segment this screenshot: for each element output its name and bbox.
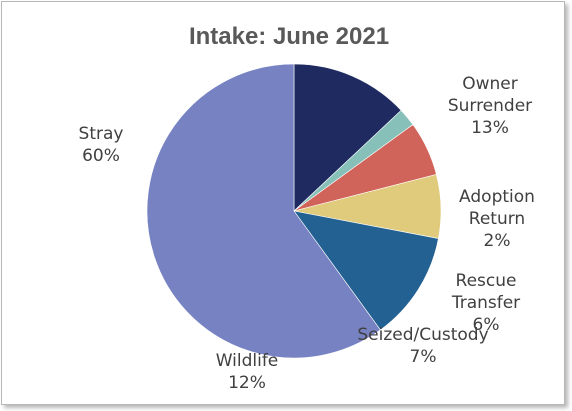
slice-label-owner-surrender: Owner Surrender 13%: [448, 74, 532, 138]
chart-frame: Intake: June 2021 Owner Surrender 13% Adopt…: [1, 1, 565, 405]
chart-title: Intake: June 2021: [189, 23, 389, 50]
slice-label-adoption-return: Adoption Return 2%: [459, 187, 535, 251]
slice-label-rescue-transfer: Rescue Transfer 6%: [451, 271, 520, 335]
slice-label-stray: Stray 60%: [79, 124, 124, 166]
pie-slices: [146, 63, 442, 359]
pie-slice-stray: [146, 63, 381, 359]
pie-labels: Owner Surrender 13% Adoption Return 2% Rescue T…: [79, 74, 535, 393]
slice-label-seized-custody: Seized/Custody 7%: [357, 325, 488, 367]
slice-label-wildlife: Wildlife 12%: [216, 351, 279, 393]
pie-slice-owner-surrender: [293, 63, 402, 212]
pie-slice-wildlife: [293, 210, 439, 331]
